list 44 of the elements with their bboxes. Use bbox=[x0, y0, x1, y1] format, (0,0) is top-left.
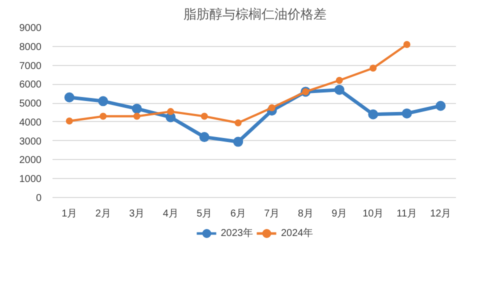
point bbox=[234, 119, 242, 126]
point bbox=[334, 84, 344, 95]
y-tick-label: 9000 bbox=[19, 23, 42, 34]
x-tick-label: 1月 bbox=[62, 208, 78, 220]
point bbox=[436, 100, 446, 111]
y-tick-label: 2000 bbox=[19, 155, 42, 166]
x-tick-label: 11月 bbox=[396, 208, 418, 220]
x-tick-label: 6月 bbox=[230, 208, 246, 220]
point bbox=[268, 104, 276, 112]
legend-label: 2023年 bbox=[220, 227, 253, 240]
y-tick-label: 3000 bbox=[19, 136, 42, 148]
x-tick-label: 8月 bbox=[298, 208, 314, 220]
x-tick-label: 3月 bbox=[129, 208, 145, 220]
point bbox=[402, 108, 412, 118]
point bbox=[100, 112, 107, 120]
point bbox=[370, 64, 377, 72]
y-tick-label: 7000 bbox=[19, 60, 42, 72]
y-tick-label: 8000 bbox=[19, 42, 42, 53]
point bbox=[200, 112, 208, 120]
point bbox=[368, 109, 378, 120]
x-tick-label: 5月 bbox=[196, 208, 212, 220]
point bbox=[133, 112, 140, 120]
chart-title: 脂肪醇与棕榈仁油价格差 bbox=[184, 8, 326, 22]
point bbox=[132, 104, 142, 114]
point bbox=[233, 136, 244, 147]
x-tick-label: 2月 bbox=[95, 208, 111, 220]
x-tick-label: 10月 bbox=[362, 208, 384, 220]
y-tick-label: 1000 bbox=[19, 174, 42, 186]
point bbox=[98, 96, 108, 106]
point bbox=[66, 118, 73, 124]
y-tick-label: 6000 bbox=[19, 80, 42, 91]
x-tick-label: 12月 bbox=[430, 208, 452, 220]
x-tick-label: 4月 bbox=[162, 208, 178, 220]
x-tick-label: 9月 bbox=[332, 208, 348, 220]
point bbox=[167, 108, 174, 116]
point bbox=[199, 132, 210, 142]
y-tick-label: 5000 bbox=[19, 98, 42, 110]
y-tick-label: 4000 bbox=[19, 117, 42, 128]
legend-label: 2024年 bbox=[281, 227, 314, 240]
point bbox=[403, 41, 410, 48]
y-tick-label: 0 bbox=[36, 193, 42, 204]
point bbox=[64, 92, 74, 102]
point bbox=[336, 76, 343, 84]
x-tick-label: 7月 bbox=[264, 208, 280, 220]
